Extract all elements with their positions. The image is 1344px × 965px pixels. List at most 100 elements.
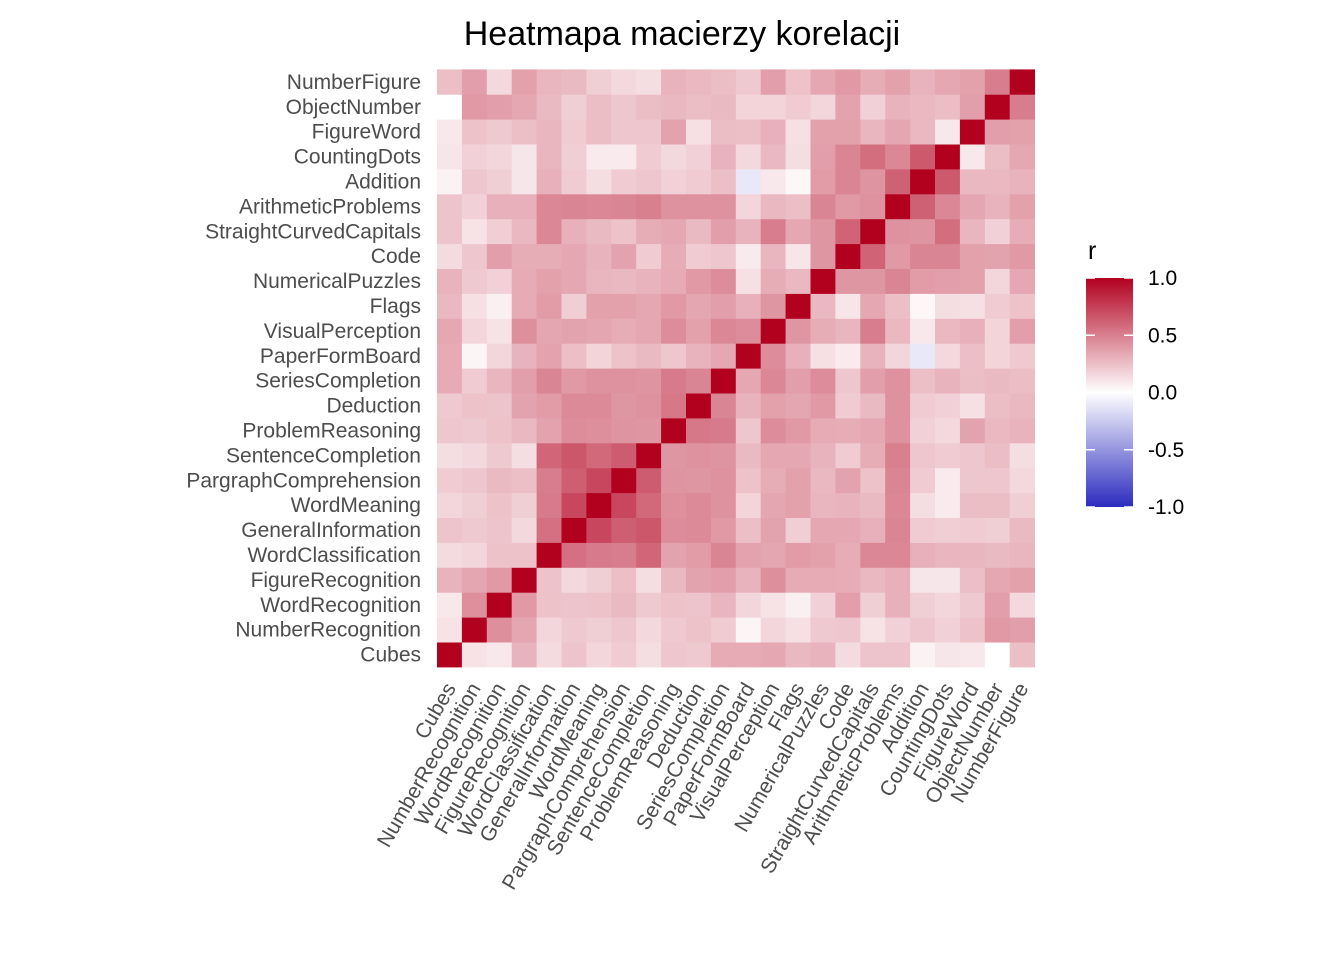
heatmap-cell bbox=[785, 119, 811, 145]
heatmap-cell bbox=[760, 144, 786, 170]
heatmap-cell bbox=[910, 467, 936, 494]
heatmap-cell bbox=[835, 418, 861, 444]
heatmap-cell bbox=[511, 144, 537, 170]
heatmap-cell bbox=[586, 94, 612, 120]
heatmap-cell bbox=[661, 218, 687, 245]
heatmap-cell bbox=[735, 542, 762, 568]
heatmap-cell bbox=[959, 642, 986, 668]
y-tick-label: Deduction bbox=[326, 395, 421, 418]
heatmap-cell bbox=[661, 393, 687, 419]
heatmap-cell bbox=[1009, 243, 1035, 269]
heatmap-cell bbox=[959, 592, 986, 618]
heatmap-cell bbox=[486, 517, 513, 543]
heatmap-cell bbox=[935, 343, 961, 369]
heatmap-cell bbox=[835, 467, 861, 494]
heatmap-cell bbox=[760, 169, 786, 195]
heatmap-cell bbox=[437, 442, 463, 469]
heatmap-cell bbox=[461, 169, 488, 195]
heatmap-cell bbox=[511, 268, 537, 294]
heatmap-cell bbox=[984, 642, 1011, 668]
heatmap-cell bbox=[860, 69, 886, 95]
heatmap-cell bbox=[661, 268, 687, 294]
heatmap-cell bbox=[984, 94, 1011, 120]
heatmap-cell bbox=[611, 318, 637, 344]
heatmap-cell bbox=[959, 467, 986, 494]
heatmap-cell bbox=[561, 442, 587, 469]
heatmap-cell bbox=[735, 293, 762, 319]
heatmap-cell bbox=[511, 243, 537, 269]
heatmap-cell bbox=[511, 218, 537, 245]
heatmap-cell bbox=[735, 517, 762, 543]
heatmap-cell bbox=[1009, 144, 1035, 170]
heatmap-cell bbox=[935, 119, 961, 145]
heatmap-cell bbox=[735, 94, 762, 120]
heatmap-cell bbox=[835, 492, 861, 518]
heatmap-cell bbox=[611, 642, 637, 668]
y-tick-label: VisualPerception bbox=[264, 320, 421, 343]
heatmap-cell bbox=[511, 393, 537, 419]
heatmap-cell bbox=[959, 293, 986, 319]
heatmap-cell bbox=[984, 592, 1011, 618]
heatmap-cell bbox=[636, 642, 662, 668]
heatmap-cell bbox=[710, 343, 737, 369]
heatmap-cell bbox=[785, 243, 811, 269]
heatmap-cell bbox=[661, 69, 687, 95]
heatmap-cell bbox=[437, 243, 463, 269]
heatmap-cell bbox=[735, 144, 762, 170]
heatmap-cell bbox=[959, 119, 986, 145]
heatmap-cell bbox=[910, 492, 936, 518]
heatmap-cell bbox=[935, 94, 961, 120]
heatmap-cell bbox=[636, 293, 662, 319]
heatmap-cell bbox=[536, 69, 562, 95]
heatmap-cell bbox=[959, 368, 986, 394]
heatmap-cell bbox=[636, 218, 662, 245]
legend-tick-label: 0.5 bbox=[1148, 324, 1177, 347]
y-tick-label: StraightCurvedCapitals bbox=[205, 220, 421, 243]
heatmap-cell bbox=[511, 492, 537, 518]
heatmap-cell bbox=[686, 542, 712, 568]
heatmap-cell bbox=[486, 442, 513, 469]
heatmap-cell bbox=[810, 268, 836, 294]
heatmap-cell bbox=[984, 542, 1011, 568]
heatmap-cell bbox=[586, 69, 612, 95]
heatmap-cell bbox=[486, 343, 513, 369]
heatmap-cell bbox=[661, 144, 687, 170]
heatmap-cell bbox=[461, 642, 488, 668]
heatmap-cell bbox=[910, 517, 936, 543]
heatmap-cell bbox=[810, 617, 836, 643]
heatmap-cell bbox=[959, 193, 986, 220]
legend-title: r bbox=[1088, 237, 1096, 265]
heatmap-cell bbox=[959, 268, 986, 294]
heatmap-cell bbox=[959, 69, 986, 95]
heatmap-cell bbox=[437, 418, 463, 444]
heatmap-cell bbox=[984, 418, 1011, 444]
heatmap-cell bbox=[760, 268, 786, 294]
y-tick-label: CountingDots bbox=[294, 146, 421, 169]
heatmap-cell bbox=[1009, 193, 1035, 220]
heatmap-cell bbox=[959, 517, 986, 543]
heatmap-cell bbox=[437, 318, 463, 344]
legend-tick-label: 1.0 bbox=[1148, 267, 1177, 290]
heatmap-cell bbox=[910, 69, 936, 95]
heatmap-cell bbox=[636, 442, 662, 469]
heatmap-cell bbox=[785, 442, 811, 469]
heatmap-cell bbox=[561, 617, 587, 643]
heatmap-cell bbox=[437, 467, 463, 494]
heatmap-cell bbox=[1009, 268, 1035, 294]
heatmap-cell bbox=[437, 218, 463, 245]
heatmap-cell bbox=[984, 318, 1011, 344]
heatmap-cell bbox=[611, 567, 637, 593]
heatmap-cell bbox=[686, 418, 712, 444]
heatmap-cell bbox=[461, 567, 488, 593]
heatmap-cell bbox=[984, 467, 1011, 494]
heatmap-cell bbox=[860, 94, 886, 120]
heatmap-cell bbox=[935, 243, 961, 269]
heatmap-cell bbox=[710, 318, 737, 344]
heatmap-cell bbox=[686, 467, 712, 494]
heatmap-cell bbox=[910, 169, 936, 195]
heatmap-cell bbox=[686, 318, 712, 344]
heatmap-cell bbox=[486, 393, 513, 419]
heatmap-cell bbox=[860, 343, 886, 369]
heatmap-cell bbox=[885, 467, 911, 494]
